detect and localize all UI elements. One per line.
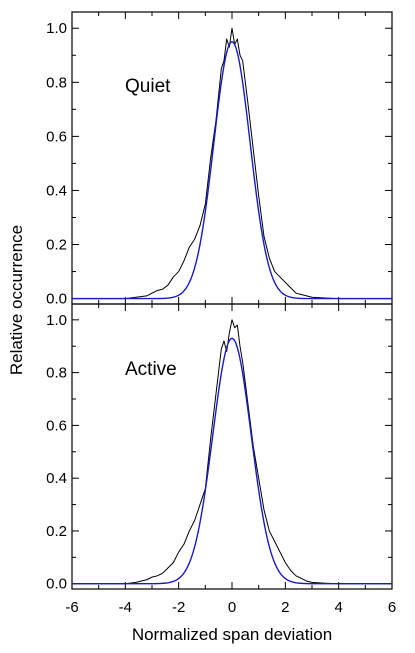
active-panel-frame <box>71 303 393 590</box>
quiet-y-tick-label: 1.0 <box>46 20 67 37</box>
x-axis-label: Normalized span deviation <box>132 625 332 644</box>
active-y-tick-label: 0.4 <box>46 470 67 487</box>
quiet-panel-label: Quiet <box>125 76 171 97</box>
active-y-tick-label: 0.0 <box>46 576 67 593</box>
x-tick-label: 2 <box>281 599 289 616</box>
quiet-y-tick-label: 0.0 <box>46 291 67 308</box>
x-tick-label: -2 <box>172 599 185 616</box>
x-tick-label: 0 <box>228 599 236 616</box>
active-panel-label: Active <box>125 359 177 380</box>
x-tick-label: 6 <box>388 599 396 616</box>
quiet-gaussian-fit-line <box>72 41 392 300</box>
quiet-y-tick-label: 0.4 <box>46 182 67 199</box>
active-gaussian-fit-line <box>72 337 392 585</box>
quiet-y-tick-label: 0.8 <box>46 74 67 91</box>
x-tick-label: -6 <box>65 599 78 616</box>
quiet-y-tick-label: 0.2 <box>46 237 67 254</box>
y-axis-label: Relative occurrence <box>7 225 26 375</box>
x-tick-label: -4 <box>119 599 132 616</box>
active-y-tick-label: 0.2 <box>46 523 67 540</box>
quiet-panel-frame <box>71 11 393 305</box>
active-y-tick-label: 0.6 <box>46 417 67 434</box>
x-tick-label: 4 <box>334 599 342 616</box>
quiet-histogram-line <box>72 27 392 300</box>
active-histogram-line <box>72 319 392 585</box>
active-y-tick-label: 1.0 <box>46 312 67 329</box>
active-y-tick-label: 0.8 <box>46 365 67 382</box>
quiet-y-tick-label: 0.6 <box>46 128 67 145</box>
